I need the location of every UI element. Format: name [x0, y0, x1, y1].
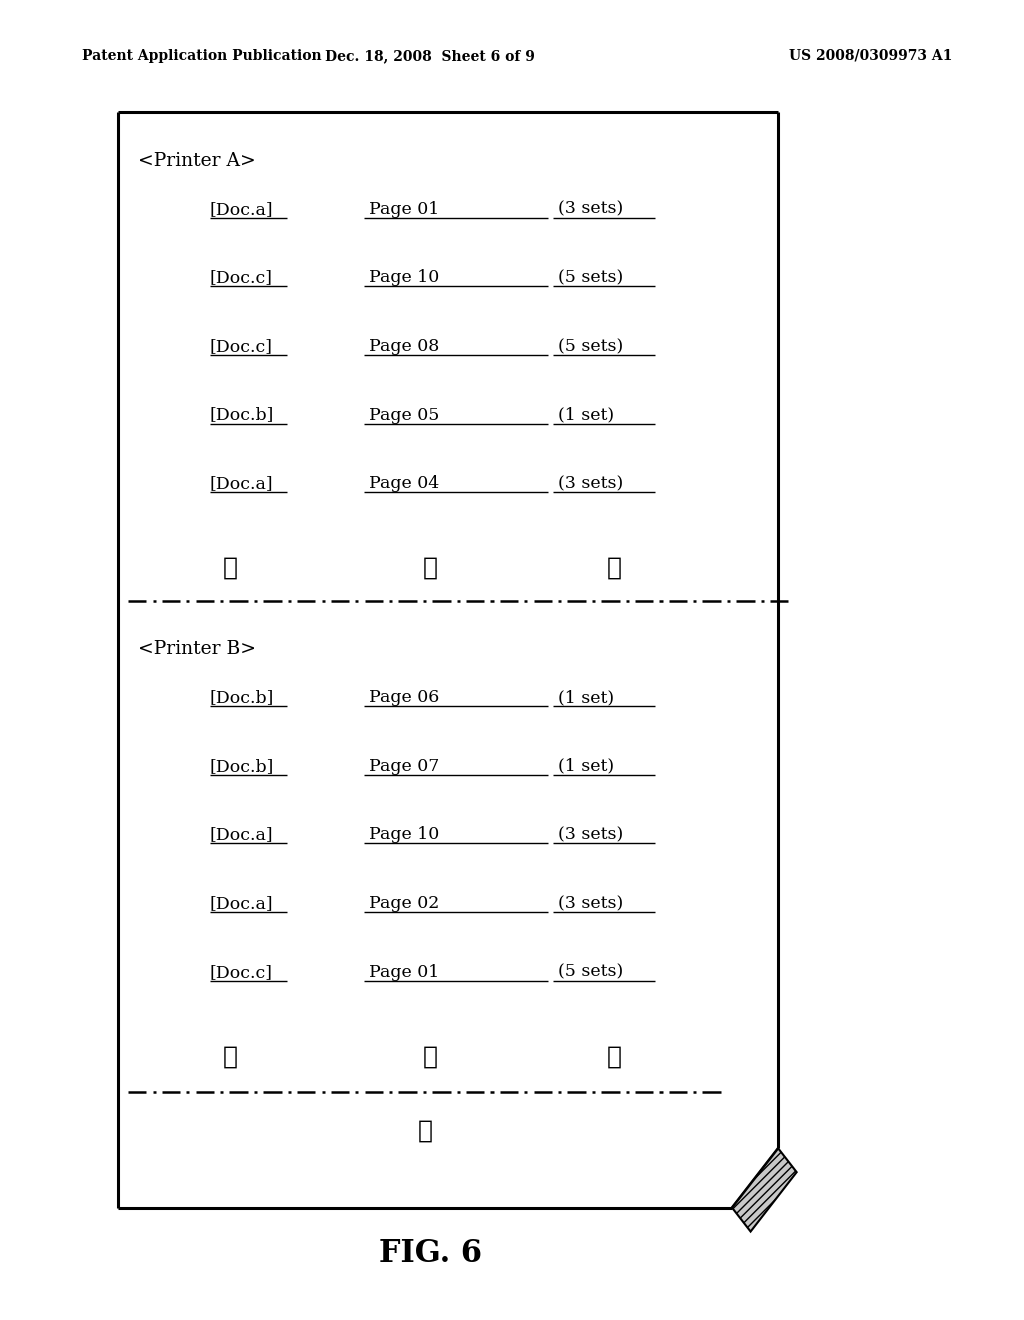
Text: Page 01: Page 01	[369, 201, 439, 218]
Text: ⋮: ⋮	[607, 557, 622, 579]
Text: (3 sets): (3 sets)	[558, 201, 624, 218]
Text: (3 sets): (3 sets)	[558, 826, 624, 843]
Text: Page 04: Page 04	[369, 475, 439, 492]
Text: ⋮: ⋮	[418, 1119, 432, 1142]
Polygon shape	[732, 1148, 797, 1232]
Text: Page 10: Page 10	[369, 826, 439, 843]
Text: (1 set): (1 set)	[558, 407, 614, 424]
Text: Page 07: Page 07	[369, 758, 439, 775]
Text: ⋮: ⋮	[423, 1045, 437, 1068]
Text: (5 sets): (5 sets)	[558, 964, 624, 981]
Text: (5 sets): (5 sets)	[558, 269, 624, 286]
Text: Page 06: Page 06	[369, 689, 439, 706]
Text: [Doc.c]: [Doc.c]	[210, 338, 273, 355]
Text: [Doc.b]: [Doc.b]	[210, 689, 274, 706]
Text: ⋮: ⋮	[223, 557, 238, 579]
Text: Page 08: Page 08	[369, 338, 439, 355]
Text: ⋮: ⋮	[607, 1045, 622, 1068]
Text: (1 set): (1 set)	[558, 689, 614, 706]
Text: [Doc.a]: [Doc.a]	[210, 895, 273, 912]
Text: [Doc.a]: [Doc.a]	[210, 201, 273, 218]
Text: [Doc.b]: [Doc.b]	[210, 407, 274, 424]
Text: <Printer A>: <Printer A>	[138, 152, 256, 170]
Text: Page 05: Page 05	[369, 407, 439, 424]
Text: FIG. 6: FIG. 6	[379, 1238, 481, 1269]
Text: [Doc.a]: [Doc.a]	[210, 475, 273, 492]
Text: Page 02: Page 02	[369, 895, 439, 912]
Text: Page 01: Page 01	[369, 964, 439, 981]
Text: [Doc.a]: [Doc.a]	[210, 826, 273, 843]
Text: (3 sets): (3 sets)	[558, 895, 624, 912]
Text: Dec. 18, 2008  Sheet 6 of 9: Dec. 18, 2008 Sheet 6 of 9	[326, 49, 535, 63]
Text: <Printer B>: <Printer B>	[138, 640, 256, 659]
Text: [Doc.c]: [Doc.c]	[210, 269, 273, 286]
Text: ⋮: ⋮	[223, 1045, 238, 1068]
Text: Patent Application Publication: Patent Application Publication	[82, 49, 322, 63]
Text: [Doc.b]: [Doc.b]	[210, 758, 274, 775]
Text: US 2008/0309973 A1: US 2008/0309973 A1	[788, 49, 952, 63]
Text: (3 sets): (3 sets)	[558, 475, 624, 492]
Text: (1 set): (1 set)	[558, 758, 614, 775]
Text: Page 10: Page 10	[369, 269, 439, 286]
Text: ⋮: ⋮	[423, 557, 437, 579]
Text: (5 sets): (5 sets)	[558, 338, 624, 355]
Text: [Doc.c]: [Doc.c]	[210, 964, 273, 981]
